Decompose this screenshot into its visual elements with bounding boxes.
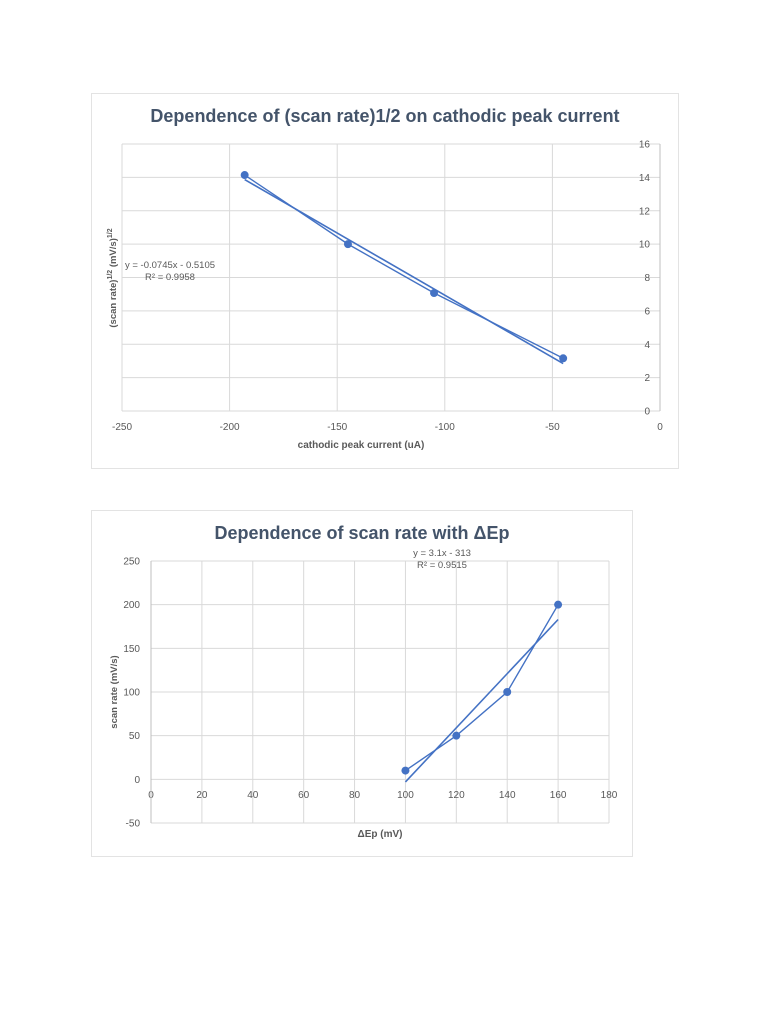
y-tick-label: 16 <box>639 140 651 151</box>
y-tick-label: 12 <box>639 206 651 217</box>
y-axis-title: (scan rate)1/2 (mV/s)1/2 <box>107 228 119 327</box>
y-tick-label: 10 <box>639 240 651 251</box>
data-point-marker <box>503 688 512 696</box>
x-tick-label: -100 <box>435 422 455 433</box>
x-tick-label: 20 <box>196 790 208 801</box>
series-line <box>405 604 559 772</box>
x-tick-label: 100 <box>397 790 414 801</box>
x-tick-label: 60 <box>298 790 310 801</box>
series-line <box>244 174 564 359</box>
y-tick-label: 250 <box>123 557 140 568</box>
data-point-marker <box>343 240 352 249</box>
x-tick-label: 140 <box>499 790 516 801</box>
trendline-equation: y = -0.0745x - 0.5105 <box>125 260 215 271</box>
data-point-marker <box>554 600 563 609</box>
chart-2-title: Dependence of scan rate with ΔEp <box>214 523 510 543</box>
trendline-r-squared: R² = 0.9515 <box>417 560 467 571</box>
chart-1-title: Dependence of (scan rate)1/2 on cathodic… <box>150 106 620 126</box>
y-tick-label: 6 <box>644 306 650 317</box>
x-axis-title: cathodic peak current (uA) <box>298 440 425 451</box>
x-tick-label: 120 <box>448 790 465 801</box>
y-tick-label: 0 <box>644 407 650 418</box>
chart-1-container: Dependence of (scan rate)1/2 on cathodic… <box>91 93 679 469</box>
data-point-marker <box>559 354 568 363</box>
trendline <box>404 618 559 783</box>
y-tick-label: 2 <box>644 373 650 384</box>
y-tick-label: 4 <box>644 340 650 351</box>
y-tick-label: 14 <box>639 173 651 184</box>
x-tick-label: 180 <box>601 790 618 801</box>
y-tick-label: 8 <box>644 273 650 284</box>
trendline-r-squared: R² = 0.9958 <box>145 272 195 283</box>
x-tick-label: -200 <box>220 422 240 433</box>
y-tick-label: 200 <box>123 600 140 611</box>
chart-1-plot: -250 -200 -150 -100 -50 00 2 4 6 8 10 12 14 16 cathodi… <box>107 140 663 452</box>
y-tick-label: -50 <box>126 819 141 830</box>
x-tick-label: -50 <box>545 422 560 433</box>
y-tick-label: 100 <box>123 688 140 699</box>
y-tick-label: 150 <box>123 644 140 655</box>
data-point-marker <box>430 289 439 298</box>
x-tick-label: 40 <box>247 790 259 801</box>
x-axis-title: ΔEp (mV) <box>358 829 403 840</box>
x-tick-label: -150 <box>327 422 347 433</box>
data-point-marker <box>240 171 249 180</box>
x-tick-label: -250 <box>112 422 132 433</box>
trendline-equation: y = 3.1x - 313 <box>413 548 471 559</box>
data-point-marker <box>401 766 410 775</box>
chart-2-container: Dependence of scan rate with ΔEp <box>91 510 633 857</box>
x-tick-label: 160 <box>550 790 567 801</box>
chart-2-plot: 020406080100120140160180-500501001502002… <box>109 548 618 840</box>
y-tick-label: 0 <box>134 775 140 786</box>
x-tick-label: 80 <box>349 790 361 801</box>
y-tick-label: 50 <box>129 731 141 742</box>
data-point-marker <box>452 731 461 740</box>
y-axis-title: scan rate (mV/s) <box>109 655 120 728</box>
x-tick-label: 0 <box>657 422 663 433</box>
